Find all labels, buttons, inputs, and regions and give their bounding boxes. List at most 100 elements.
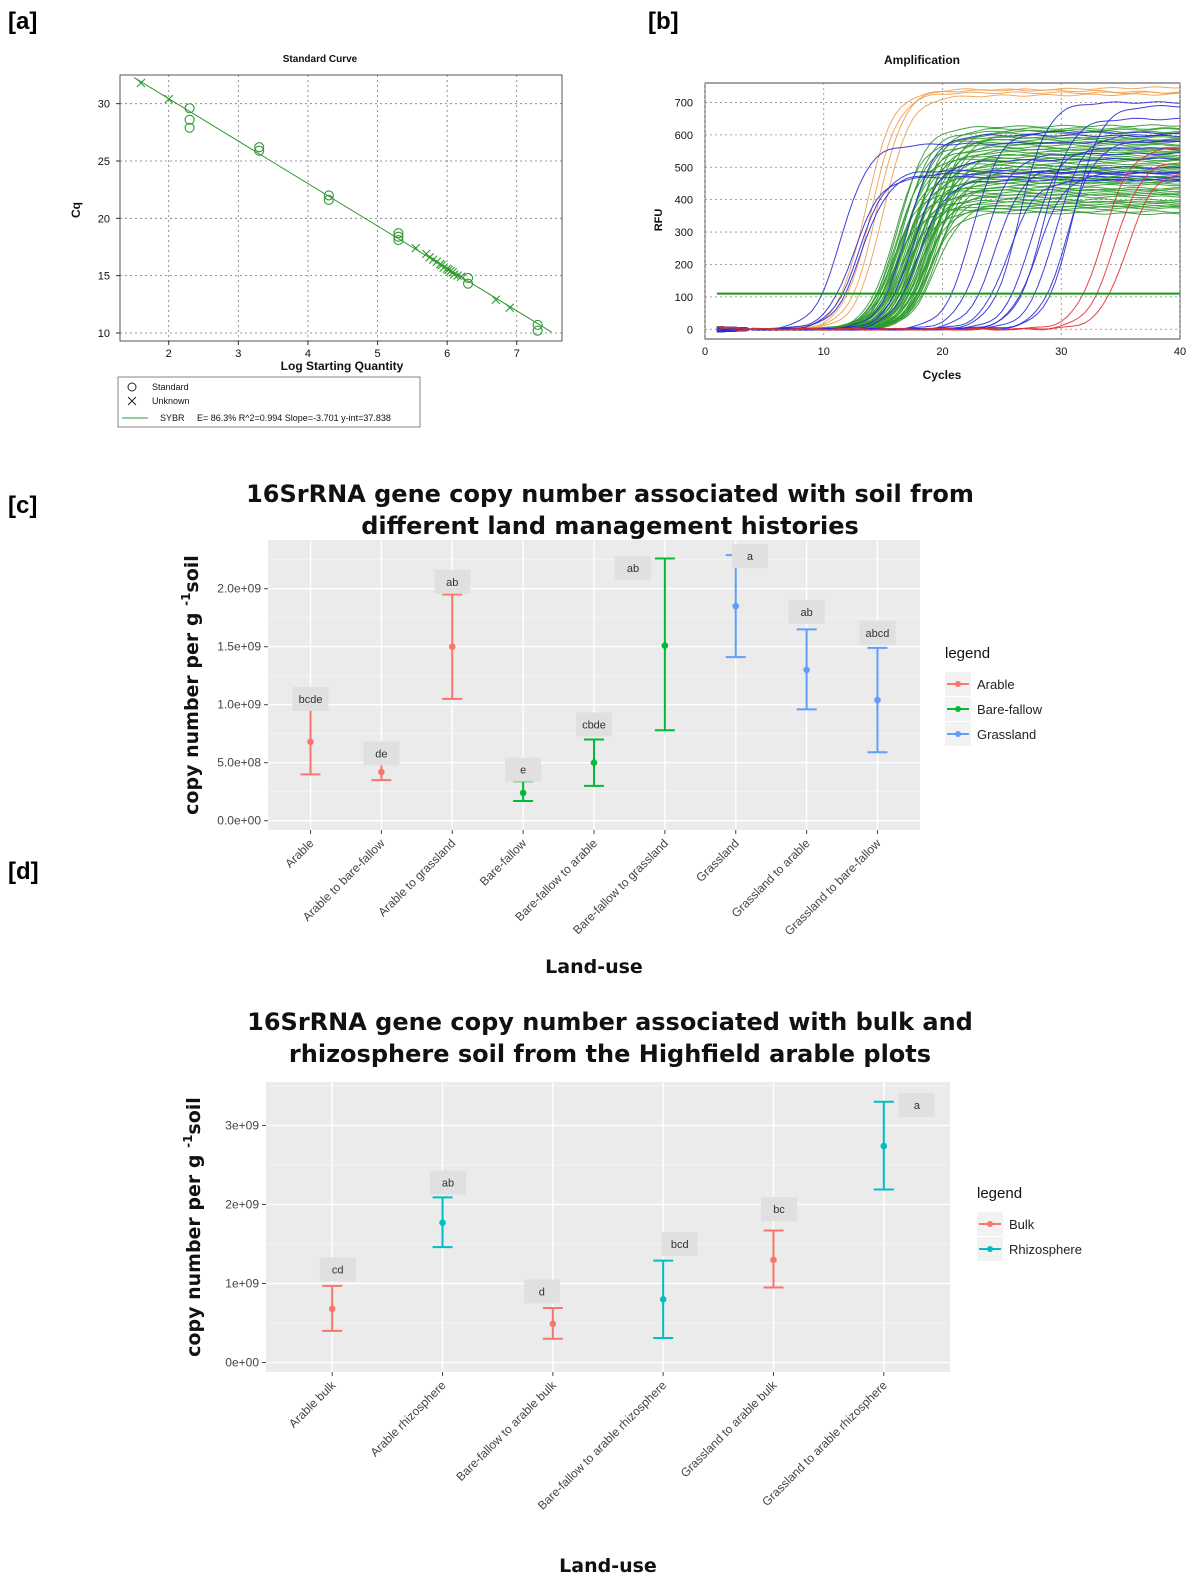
y-tick-label: 2e+09 xyxy=(225,1197,259,1211)
standard-point xyxy=(254,145,265,156)
significance-letter: a xyxy=(747,551,754,563)
standard-point xyxy=(532,319,543,330)
chart-legend: legend Bulk Rhizosphere xyxy=(977,1185,1082,1261)
x-tick-label: Grassland to arable xyxy=(729,836,813,920)
plot-panel xyxy=(266,1082,950,1372)
x-tick-label: Grassland xyxy=(693,836,742,885)
letter-box xyxy=(319,1257,356,1282)
y-tick-label: 15 xyxy=(98,271,110,283)
y-tick-label: 600 xyxy=(675,130,693,142)
letter-box xyxy=(363,741,400,766)
x-tick-label: Arable bulk xyxy=(286,1378,339,1431)
legend-item-label: Bulk xyxy=(1009,1217,1035,1232)
x-tick-label: 20 xyxy=(936,346,948,358)
land-management-chart: 0.0e+00 5.0e+08 1.0e+09 1.5e+09 2.0e+09 Arabl… xyxy=(179,540,1043,978)
x-tick-label: Bare-fallow to arable rhizosphere xyxy=(535,1378,670,1513)
x-tick-label: 4 xyxy=(305,348,311,360)
y-tick-label: 5.0e+08 xyxy=(217,756,261,770)
y-tick-label: 1e+09 xyxy=(225,1276,259,1290)
x-tick-label: 10 xyxy=(818,346,830,358)
unknown-marker-icon xyxy=(127,396,137,406)
standard-point xyxy=(393,231,404,242)
significance-letter: cd xyxy=(332,1264,344,1276)
standard-point xyxy=(323,194,334,206)
unknown-point xyxy=(491,295,501,305)
standard-point xyxy=(462,278,474,289)
legend-key-point xyxy=(987,1221,993,1227)
significance-letter: bcd xyxy=(671,1239,689,1251)
y-axis-label: copy number per g -1soil xyxy=(181,1097,205,1357)
x-tick-label: 7 xyxy=(514,348,520,360)
x-tick-label: Grassland to arable bulk xyxy=(678,1378,781,1481)
significance-letter: ab xyxy=(442,1177,454,1189)
significance-letter: ab xyxy=(627,563,639,575)
mean-point xyxy=(307,738,314,746)
letter-box xyxy=(292,686,329,711)
mean-point xyxy=(439,1219,446,1226)
y-axis-label: RFU xyxy=(653,209,665,232)
standard-point xyxy=(184,114,195,125)
y-tick-label: 3e+09 xyxy=(225,1118,259,1132)
legend-key-point xyxy=(955,681,961,687)
letter-box xyxy=(788,599,825,624)
standard-point xyxy=(254,142,265,153)
y-tick-label: 1.5e+09 xyxy=(217,640,261,654)
mean-point xyxy=(590,759,598,767)
legend-key-point xyxy=(987,1246,993,1252)
mean-point xyxy=(803,666,810,674)
mean-point xyxy=(661,642,669,649)
y-tick-label: 500 xyxy=(675,162,693,174)
mean-point xyxy=(874,696,881,704)
standard-curve-chart: Standard Curve 2 3 4 5 6 7 10 15 20 25 30 Log Star… xyxy=(69,54,563,428)
unknown-point xyxy=(456,272,466,282)
letter-box xyxy=(614,555,651,580)
mean-point xyxy=(328,1305,336,1313)
y-tick-label: 200 xyxy=(675,259,693,271)
mean-point xyxy=(732,602,740,610)
legend-key-point xyxy=(955,731,961,737)
y-tick-label: 30 xyxy=(98,99,110,111)
legend-item-label: Grassland xyxy=(977,727,1036,742)
unknown-point xyxy=(444,265,453,275)
chart-c-title: 16SrRNA gene copy number associated with… xyxy=(246,480,974,540)
legend-key-point xyxy=(955,706,961,712)
y-tick-label: 20 xyxy=(98,213,110,225)
chart-d-title: 16SrRNA gene copy number associated with… xyxy=(247,1008,973,1068)
amplification-curve xyxy=(716,162,1181,331)
x-tick-label: 3 xyxy=(235,348,241,360)
significance-letter: de xyxy=(375,748,387,760)
y-tick-label: 25 xyxy=(98,156,110,168)
significance-letter: cbde xyxy=(582,719,606,731)
standard-point xyxy=(393,235,404,246)
fit-line xyxy=(133,77,552,333)
panel-label-d: [d] xyxy=(8,858,39,885)
x-tick-label: 5 xyxy=(374,348,380,360)
chart-legend: legend Arable Bare-fallow Grassland xyxy=(945,645,1043,746)
x-tick-label: Bare-fallow to arable bulk xyxy=(453,1378,559,1484)
mean-point xyxy=(659,1296,667,1303)
x-axis-label: Land-use xyxy=(545,956,643,978)
x-tick-label: Grassland to arable rhizosphere xyxy=(759,1378,890,1509)
standard-point xyxy=(323,190,334,201)
legend-fit-label: SYBR xyxy=(160,413,185,423)
unknown-point xyxy=(411,243,421,253)
y-tick-label: 400 xyxy=(675,195,693,207)
legend-item-label: Rhizosphere xyxy=(1009,1242,1082,1257)
y-tick-label: 0.0e+00 xyxy=(217,814,261,828)
plot-frame xyxy=(119,74,563,342)
x-tick-label: Arable to grassland xyxy=(375,836,458,919)
bulk-rhizosphere-chart: 0e+00 1e+09 2e+09 3e+09 Arable bulk Arable rh… xyxy=(181,1082,1082,1577)
letter-box xyxy=(505,757,542,782)
standard-marker-icon xyxy=(127,382,137,392)
letter-box xyxy=(661,1231,698,1256)
standard-point xyxy=(184,103,195,114)
letter-box xyxy=(859,620,896,645)
letter-box xyxy=(434,569,471,594)
mean-point xyxy=(378,768,385,776)
y-tick-label: 0 xyxy=(687,324,693,336)
unknown-point xyxy=(505,303,515,313)
x-tick-label: 0 xyxy=(702,346,708,358)
letter-box xyxy=(523,1279,560,1304)
amplification-curve xyxy=(716,175,1181,332)
legend-title: legend xyxy=(977,1185,1022,1202)
